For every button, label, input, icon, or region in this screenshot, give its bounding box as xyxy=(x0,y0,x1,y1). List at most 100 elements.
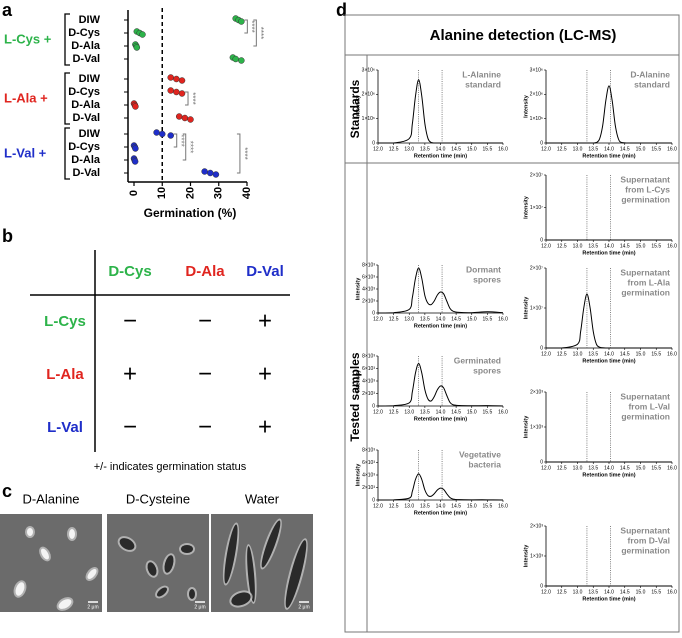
trace-label: from L-Val xyxy=(628,401,670,411)
row-label: Standards xyxy=(348,79,362,138)
chromatogram-line xyxy=(546,293,672,349)
x-tick-label: 12.5 xyxy=(557,465,567,471)
y-tick-label: 0 xyxy=(540,583,543,589)
x-tick-label: 14.5 xyxy=(451,409,461,415)
trace-label: spores xyxy=(473,274,501,284)
x-tick-label: 13.5 xyxy=(588,146,598,152)
y-tick-label: 1×10⁷ xyxy=(530,305,543,311)
y-tick-label: 1×10⁷ xyxy=(530,205,543,211)
x-axis-label: Retention time (min) xyxy=(582,472,635,478)
x-tick-label: 15.5 xyxy=(651,351,661,357)
y-tick-label: 2×10⁷ xyxy=(530,172,543,178)
trace-label: germination xyxy=(621,194,670,204)
x-tick-label: 30 xyxy=(213,187,225,199)
y-tick-label: 4×10³ xyxy=(362,378,375,384)
x-tick-label: 13.5 xyxy=(588,589,598,595)
y-tick-label: 4×10³ xyxy=(362,286,375,292)
y-axis-label: Intensity xyxy=(355,277,361,301)
x-tick-label: 16.0 xyxy=(667,146,677,152)
x-tick-label: 16.0 xyxy=(498,316,508,322)
x-axis-label: Retention time (min) xyxy=(414,416,467,422)
cell xyxy=(15,582,25,596)
micrograph xyxy=(0,514,102,612)
x-tick-label: 14.0 xyxy=(436,146,446,152)
y-tick-label: 2×10⁶ xyxy=(362,92,375,98)
row-header: L-Ala xyxy=(46,366,84,383)
x-tick-label: 12.5 xyxy=(557,146,567,152)
x-tick-label: 15.0 xyxy=(467,503,477,509)
dot xyxy=(133,44,141,51)
x-tick-label: 14.5 xyxy=(620,351,630,357)
x-tick-label: 14.0 xyxy=(604,146,614,152)
dot xyxy=(238,18,245,25)
significance-label: **** xyxy=(247,20,256,32)
y-tick-label: 0 xyxy=(540,345,543,351)
trace-label: L-Alanine xyxy=(462,69,501,79)
x-tick-label: 12.0 xyxy=(541,243,551,249)
cell xyxy=(69,529,75,539)
cell xyxy=(119,538,135,550)
y-axis-label: Intensity xyxy=(355,463,361,487)
dot xyxy=(181,114,189,122)
x-tick-label: 16.0 xyxy=(667,589,677,595)
x-tick-label: 0 xyxy=(128,190,140,196)
x-axis-label: Retention time (min) xyxy=(582,596,635,602)
trace-label: Dormant xyxy=(466,264,501,274)
panel-d-title: Alanine detection (LC-MS) xyxy=(430,27,617,44)
dot xyxy=(173,88,180,96)
cell xyxy=(87,569,97,579)
group-bracket xyxy=(64,13,70,66)
significance-label: **** xyxy=(256,27,265,39)
significance-label: **** xyxy=(177,134,186,146)
x-tick-label: 13.5 xyxy=(420,409,430,415)
x-tick-label: 15.5 xyxy=(651,465,661,471)
table-cell: − xyxy=(198,413,212,440)
trace-label: germination xyxy=(621,411,670,421)
y-axis-label: Intensity xyxy=(523,94,529,118)
trace-label: from L-Cys xyxy=(625,184,670,194)
x-tick-label: 12.5 xyxy=(389,146,399,152)
x-tick-label: 12.0 xyxy=(373,409,383,415)
trace-label: from D-Val xyxy=(627,535,670,545)
dot xyxy=(139,31,146,38)
image-caption: Water xyxy=(245,491,280,506)
category-label: D-Val xyxy=(72,112,100,124)
dot xyxy=(132,103,139,110)
x-tick-label: 12.0 xyxy=(541,589,551,595)
x-tick-label: 14.0 xyxy=(436,409,446,415)
y-tick-label: 2×10³ xyxy=(530,523,543,529)
y-tick-label: 0 xyxy=(372,140,375,146)
x-tick-label: 15.5 xyxy=(483,316,493,322)
panel-label: a xyxy=(2,0,13,20)
x-tick-label: 15.0 xyxy=(636,146,646,152)
chromatogram-line xyxy=(545,85,672,144)
chromatogram-line xyxy=(377,79,503,144)
y-tick-label: 1×10³ xyxy=(530,424,543,430)
y-tick-label: 6×10³ xyxy=(362,274,375,280)
x-tick-label: 13.0 xyxy=(573,243,583,249)
trace-label: Supernatant xyxy=(620,267,670,277)
dot xyxy=(159,130,166,138)
x-tick-label: 12.5 xyxy=(389,503,399,509)
y-tick-label: 2×10³ xyxy=(362,485,375,491)
group-label: L-Val + xyxy=(4,145,47,160)
x-tick-label: 13.5 xyxy=(588,351,598,357)
x-tick-label: 13.0 xyxy=(404,409,414,415)
x-axis-label: Germination (%) xyxy=(144,206,237,220)
x-axis-label: Retention time (min) xyxy=(582,153,635,159)
x-tick-label: 14.0 xyxy=(604,351,614,357)
chromatogram-line xyxy=(377,267,504,314)
chromatogram-line xyxy=(377,473,504,501)
dot xyxy=(153,129,160,136)
cell xyxy=(189,589,195,599)
scale-bar-label: 2 μm xyxy=(298,604,309,610)
x-axis-label: Retention time (min) xyxy=(414,153,467,159)
cell xyxy=(224,524,238,584)
x-axis-label: Retention time (min) xyxy=(582,358,635,364)
trace-label: Germinated xyxy=(454,355,501,365)
x-tick-label: 12.5 xyxy=(557,589,567,595)
scale-bar-label: 2 μm xyxy=(194,604,205,610)
trace-label: germination xyxy=(621,545,670,555)
y-tick-label: 2×10⁷ xyxy=(530,265,543,271)
